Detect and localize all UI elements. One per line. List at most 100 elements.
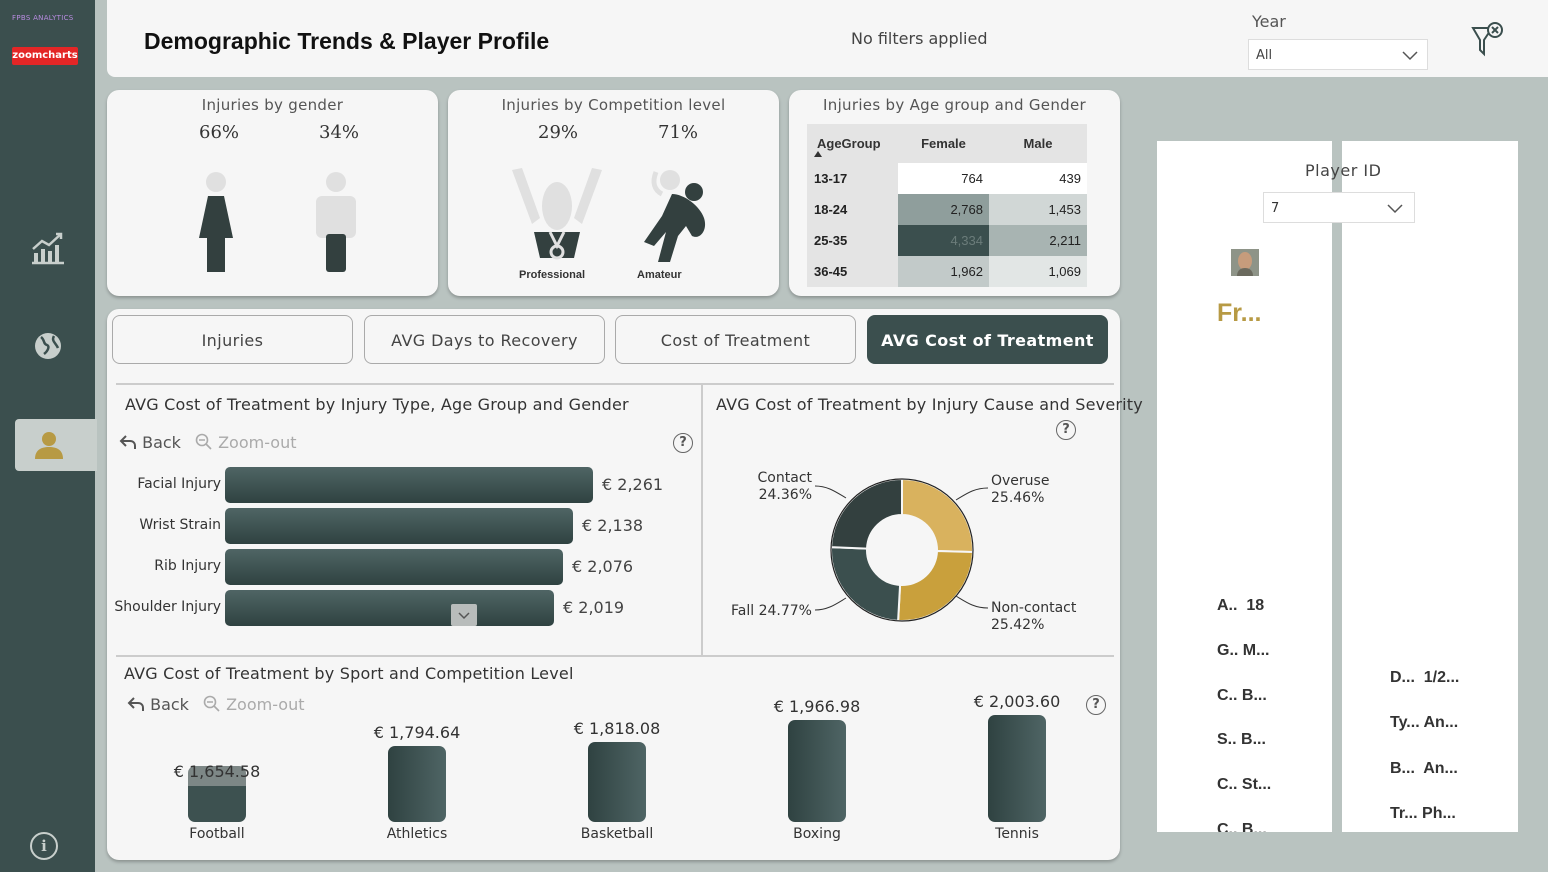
slice-value-label: 24.36% — [759, 487, 812, 503]
tab-avg-cost-of-treatment[interactable]: AVG Cost of Treatment — [867, 315, 1108, 364]
tab-injuries[interactable]: Injuries — [112, 315, 353, 364]
bar-value-label: € 2,261 — [602, 475, 664, 494]
divider — [116, 655, 1114, 657]
injury-type-chart-title: AVG Cost of Treatment by Injury Type, Ag… — [125, 395, 629, 414]
zoomcharts-logo: zoomcharts — [12, 47, 78, 65]
sport-chart-title: AVG Cost of Treatment by Sport and Compe… — [124, 664, 574, 683]
brand-logo: FPBS ANALYTICS — [12, 14, 74, 22]
leader-line — [814, 485, 847, 499]
player-field-treatment: Tr... Ph... — [1390, 805, 1456, 822]
bar-value-label: € 1,818.08 — [573, 719, 661, 738]
player-photo-icon — [1231, 249, 1259, 276]
trophy-figure-icon — [512, 168, 602, 260]
player-field-sport: S.. B... — [1217, 731, 1266, 748]
col-header-agegroup[interactable]: AgeGroup — [807, 124, 898, 163]
bar-value-label: € 2,138 — [582, 516, 644, 535]
male-cell: 2,211 — [989, 225, 1087, 256]
athlete-figure-icon — [644, 170, 706, 262]
bar[interactable] — [588, 742, 646, 822]
female-cell: 2,768 — [898, 194, 989, 225]
year-value: All — [1256, 48, 1273, 63]
leader-line — [814, 597, 847, 611]
bar[interactable] — [988, 715, 1046, 822]
player-field-age: A.. 18 — [1217, 597, 1265, 614]
leader-line — [955, 487, 989, 501]
divider — [116, 383, 1114, 385]
slice-value-label: 25.46% — [991, 490, 1044, 506]
male-cell: 439 — [989, 163, 1087, 194]
user-icon — [35, 432, 63, 459]
age-cell: 18-24 — [807, 194, 898, 225]
bar[interactable] — [225, 508, 573, 544]
globe-icon — [34, 333, 61, 359]
help-icon[interactable]: ? — [1086, 695, 1106, 715]
male-cell: 1,453 — [989, 194, 1087, 225]
bar-category-label: Boxing — [793, 826, 841, 842]
clear-filters-icon[interactable] — [1470, 20, 1506, 60]
bar-value-label: € 1,654.58 — [173, 762, 261, 781]
back-button[interactable]: Back — [127, 695, 189, 714]
info-icon[interactable]: i — [30, 832, 58, 860]
bar-category-label: Basketball — [580, 826, 654, 842]
slice-value-label: 25.42% — [991, 617, 1044, 633]
zoom-out-button[interactable]: Zoom-out — [195, 433, 297, 452]
bar-category-label: Athletics — [386, 826, 448, 842]
age-gender-table: AgeGroup Female Male 13-17 764 439 18-24… — [807, 124, 1087, 287]
zoom-out-button[interactable]: Zoom-out — [203, 695, 305, 714]
bar[interactable] — [788, 720, 846, 822]
zoom-out-icon — [203, 695, 220, 712]
player-field-type: Ty... An... — [1390, 714, 1459, 731]
male-cell: 1,069 — [989, 256, 1087, 287]
back-button[interactable]: Back — [119, 433, 181, 452]
back-label: Back — [150, 695, 189, 714]
gender-card-title: Injuries by gender — [201, 96, 344, 114]
amateur-pct: 71% — [658, 122, 699, 143]
competition-card: Injuries by Competition level 29% 71% Pr… — [448, 90, 779, 296]
zoom-out-label: Zoom-out — [218, 433, 297, 452]
female-cell: 1,962 — [898, 256, 989, 287]
amateur-label: Amateur — [637, 269, 682, 281]
bar-value-label: € 1,794.64 — [373, 723, 461, 742]
bar[interactable] — [225, 549, 563, 585]
bar-category-label: Rib Injury — [154, 558, 221, 574]
bar[interactable] — [388, 746, 446, 822]
nav-player-button[interactable] — [15, 419, 97, 471]
player-field-cause: C.. B... — [1217, 821, 1267, 832]
slice-label: Contact — [758, 470, 813, 486]
bar[interactable] — [188, 766, 246, 822]
zoom-out-label: Zoom-out — [226, 695, 305, 714]
donut-slice[interactable] — [901, 477, 974, 554]
donut-slice[interactable] — [830, 477, 903, 550]
gender-card: Injuries by gender 66% 34% — [107, 90, 438, 296]
slice-label: Non-contact — [991, 600, 1077, 616]
player-field-country: C.. B... — [1217, 687, 1267, 704]
bar[interactable] — [225, 467, 593, 503]
bar-category-label: Football — [189, 826, 245, 842]
tab-avg-days-recovery[interactable]: AVG Days to Recovery — [364, 315, 605, 364]
bar-category-label: Wrist Strain — [139, 517, 221, 533]
player-field-date: D... 1/2... — [1390, 669, 1460, 686]
help-icon[interactable]: ? — [673, 433, 693, 453]
bar[interactable] — [225, 590, 554, 626]
female-cell: 4,334 — [898, 225, 989, 256]
donut-slice[interactable] — [830, 546, 902, 622]
tab-cost-of-treatment[interactable]: Cost of Treatment — [615, 315, 856, 364]
help-icon[interactable]: ? — [1056, 420, 1076, 440]
nav-map-button[interactable] — [0, 320, 95, 372]
col-header-female[interactable]: Female — [898, 124, 989, 163]
bar-value-label: € 2,019 — [563, 598, 625, 617]
professional-pct: 29% — [538, 122, 579, 143]
col-header-male[interactable]: Male — [989, 124, 1087, 163]
line-chart-icon — [31, 232, 64, 265]
donut-slice[interactable] — [897, 549, 975, 622]
drilldown-chevron-icon[interactable] — [451, 604, 477, 626]
female-cell: 764 — [898, 163, 989, 194]
page-title: Demographic Trends & Player Profile — [144, 28, 550, 54]
bar-category-label: Shoulder Injury — [114, 599, 221, 615]
female-pct: 66% — [199, 122, 240, 143]
header-bar: Demographic Trends & Player Profile No f… — [107, 0, 1548, 77]
player-id-dropdown[interactable]: 7 — [1263, 192, 1415, 223]
player-field-gender: G.. M... — [1217, 642, 1270, 659]
nav-trends-button[interactable] — [0, 222, 95, 274]
year-dropdown[interactable]: All — [1248, 39, 1428, 70]
